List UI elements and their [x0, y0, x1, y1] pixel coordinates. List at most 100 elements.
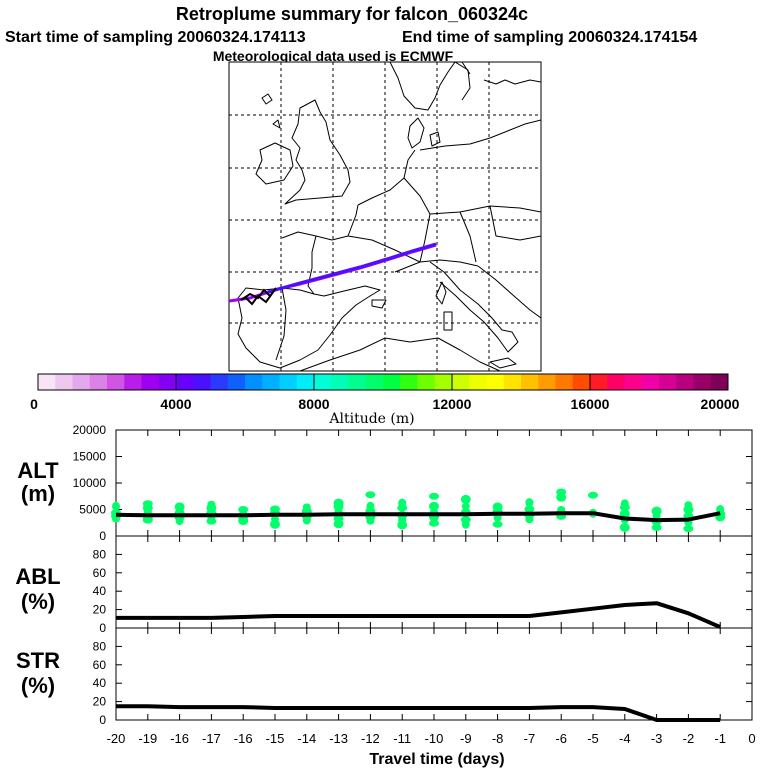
alt-scatter-point — [429, 519, 439, 527]
x-tick-label: -7 — [524, 731, 536, 746]
abl-ytick-label: 60 — [93, 566, 107, 580]
str-ylabel-unit: (%) — [21, 673, 55, 698]
map-grid — [229, 62, 541, 371]
colorbar-swatch — [365, 374, 384, 390]
alt-scatter-point — [492, 502, 503, 512]
figure-title: Retroplume summary for falcon_060324c — [176, 4, 528, 24]
alt-panel: ALT (m) 0 5000 10000 15000 20000 — [17, 423, 753, 543]
alt-scatter-point — [333, 498, 344, 508]
alt-scatter-point — [333, 515, 344, 522]
colorbar-tick-label: 4000 — [160, 396, 191, 412]
colorbar-swatch — [417, 374, 436, 390]
colorbar-swatch — [624, 374, 643, 390]
str-ytick-label: 80 — [93, 639, 107, 653]
colorbar-tick-label: 8000 — [298, 396, 329, 412]
colorbar-swatch — [521, 374, 539, 390]
map-trajectory — [229, 242, 437, 306]
alt-scatter-point — [556, 488, 567, 496]
map-frame — [228, 61, 542, 372]
x-axis: -20 -19 -16 -17 -16 -15 -14 -13 -12 -11 -10 -9 -8 -7-… — [107, 731, 756, 746]
x-tick-label: -19 — [138, 731, 157, 746]
alt-ytick-label: 5000 — [79, 503, 106, 517]
x-tick-label: -20 — [107, 731, 126, 746]
colorbar-swatch — [503, 374, 522, 390]
colorbar-swatch — [141, 374, 160, 390]
colorbar-swatch — [710, 374, 729, 390]
alt-scatter-point — [365, 491, 376, 499]
str-series-line — [116, 704, 721, 722]
alt-scatter-point — [142, 500, 153, 508]
x-tick-label: -12 — [361, 731, 380, 746]
alt-scatter-point — [588, 491, 598, 499]
colorbar-swatch — [89, 374, 108, 390]
x-tick-label: -5 — [587, 731, 599, 746]
colorbar-swatch — [55, 374, 73, 390]
x-tick-label: -6 — [555, 731, 567, 746]
colorbar-swatch — [176, 374, 194, 390]
colorbar-swatch — [590, 374, 608, 390]
colorbar-dividers — [175, 374, 591, 390]
alt-scatter-point — [460, 494, 471, 504]
colorbar-swatch — [348, 374, 367, 390]
colorbar-swatch — [400, 374, 418, 390]
x-tick-label: -14 — [297, 731, 316, 746]
colorbar-swatch — [279, 374, 298, 390]
alt-series-line — [115, 511, 721, 523]
colorbar-frame — [37, 373, 729, 391]
x-axis-label: Travel time (days) — [369, 751, 504, 768]
str-ytick-label: 20 — [93, 695, 107, 709]
alt-scatter-point — [238, 506, 249, 513]
colorbar-swatch — [469, 374, 487, 390]
colorbar-swatch — [227, 374, 246, 390]
end-time-text: End time of sampling 20060324.174154 — [402, 29, 697, 46]
x-tick-label: -16 — [234, 731, 253, 746]
abl-marks: 0 20 40 60 80 — [93, 536, 753, 635]
x-tick-label: -4 — [619, 731, 631, 746]
alt-scatter-point — [461, 502, 470, 510]
alt-scatter-point — [460, 516, 471, 524]
colorbar-swatch — [331, 374, 349, 390]
colorbar-tick-label: 20000 — [701, 396, 740, 412]
alt-scatter-point — [112, 501, 120, 511]
alt-scatter-point — [619, 523, 630, 532]
x-tick-label: -13 — [329, 731, 348, 746]
x-tick-label: -11 — [393, 731, 411, 746]
str-ytick-label: 60 — [93, 658, 107, 672]
colorbar-swatch — [38, 374, 56, 390]
alt-scatter-point — [429, 501, 439, 511]
colorbar-tick-label: 16000 — [571, 396, 610, 412]
x-tick-label: -17 — [202, 731, 221, 746]
abl-series-line — [116, 601, 721, 629]
colorbar-swatch — [693, 374, 712, 390]
colorbar-swatch — [296, 374, 315, 390]
x-tick-label: -2 — [683, 731, 695, 746]
alt-scatter-point — [270, 519, 280, 529]
colorbar-swatch — [262, 374, 280, 390]
alt-scatter-point — [302, 503, 311, 511]
colorbar-swatch — [676, 374, 694, 390]
colorbar-tick-label: 12000 — [433, 396, 472, 412]
alt-scatter-point — [174, 502, 185, 512]
colorbar-swatch — [72, 374, 91, 390]
colorbar-swatch — [158, 374, 177, 390]
colorbar-swatch — [434, 374, 453, 390]
colorbar-swatch — [641, 374, 660, 390]
colorbar-swatch — [486, 374, 505, 390]
alt-scatter-point — [620, 499, 629, 509]
alt-ytick-label: 20000 — [73, 423, 107, 437]
colorbar-swatch — [107, 374, 125, 390]
colorbar-swatch — [555, 374, 574, 390]
colorbar-swatch — [452, 374, 470, 390]
colorbar-tick-labels: 0 4000 8000 12000 16000 20000 — [30, 396, 740, 412]
start-time-text: Start time of sampling 20060324.174113 — [5, 29, 306, 46]
colorbar-swatch — [607, 374, 625, 390]
colorbar-swatches — [38, 374, 729, 390]
alt-scatter-point — [333, 519, 344, 529]
alt-ytick-label: 10000 — [73, 476, 107, 490]
colorbar-swatch — [538, 374, 556, 390]
str-marks: 0 20 40 60 80 — [93, 628, 753, 727]
alt-ytick-label: 0 — [99, 529, 106, 543]
x-tick-label: -3 — [651, 731, 663, 746]
abl-ytick-label: 0 — [99, 621, 106, 635]
